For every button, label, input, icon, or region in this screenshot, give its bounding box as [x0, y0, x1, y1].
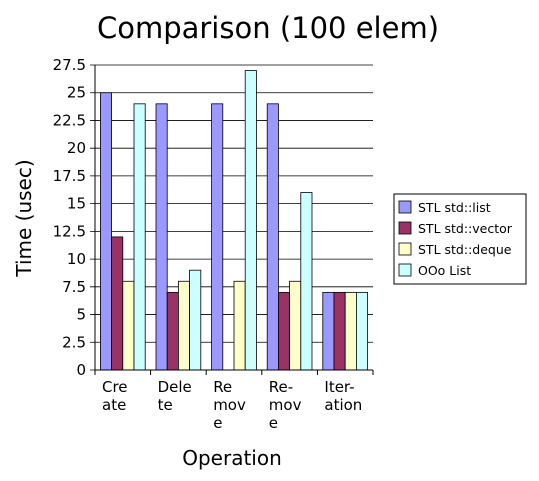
x-category-label: Cre ate: [102, 378, 128, 414]
bar: [289, 280, 302, 371]
bar: [277, 291, 290, 371]
bar: [266, 103, 279, 371]
x-axis-category-labels: Cre ate Dele te Re mov e Re-mov e Iter-ation: [102, 378, 362, 432]
y-tick-label: 20: [67, 139, 86, 157]
bar: [133, 103, 146, 371]
axes: [94, 65, 374, 375]
legend-swatch: [398, 242, 412, 256]
x-category-label: Iter-ation: [324, 378, 362, 414]
legend-swatch: [398, 221, 412, 235]
bar: [244, 70, 257, 371]
bar: [344, 291, 357, 371]
y-tick-label: 7.5: [62, 278, 86, 296]
bar: [111, 236, 124, 371]
legend-label: STL std::list: [418, 200, 491, 215]
y-tick-label: 15: [67, 195, 86, 213]
legend-box: [393, 193, 527, 285]
bar: [211, 103, 224, 371]
bar: [155, 103, 168, 371]
chart-title: Comparison (100 elem): [97, 11, 439, 45]
bar: [177, 280, 190, 371]
y-tick-label: 0: [76, 361, 86, 379]
legend-label: STL std::deque: [418, 242, 512, 257]
y-axis-tick-labels: 0 2.5 5 7.5 10 12.5 15 17.5 20 22.5 25 27.5: [53, 56, 86, 379]
bar: [355, 291, 368, 371]
y-tick-label: 27.5: [53, 56, 86, 74]
bar: [166, 291, 179, 371]
x-category-label: Re-mov e: [269, 378, 302, 432]
legend-label: OOo List: [418, 263, 471, 278]
bar: [189, 269, 202, 371]
y-tick-label: 25: [67, 84, 86, 102]
y-tick-label: 12.5: [53, 222, 86, 240]
bar: [322, 291, 335, 371]
y-axis-title: Time (usec): [12, 159, 36, 277]
x-category-label: Dele te: [158, 378, 192, 414]
legend-swatch: [398, 200, 412, 214]
bar: [300, 192, 313, 371]
y-tick-label: 5: [76, 306, 86, 324]
bar: [333, 291, 346, 371]
legend-swatch: [398, 263, 412, 277]
x-category-label: Re mov e: [213, 378, 246, 432]
y-tick-label: 17.5: [53, 167, 86, 185]
y-tick-label: 10: [67, 250, 86, 268]
bar: [100, 92, 113, 371]
x-axis-title: Operation: [182, 446, 282, 470]
bar: [233, 280, 246, 371]
y-tick-label: 22.5: [53, 111, 86, 129]
bars: [100, 70, 368, 371]
bar: [122, 280, 135, 371]
legend-label: STL std::vector: [418, 221, 513, 236]
y-tick-label: 2.5: [62, 333, 86, 351]
